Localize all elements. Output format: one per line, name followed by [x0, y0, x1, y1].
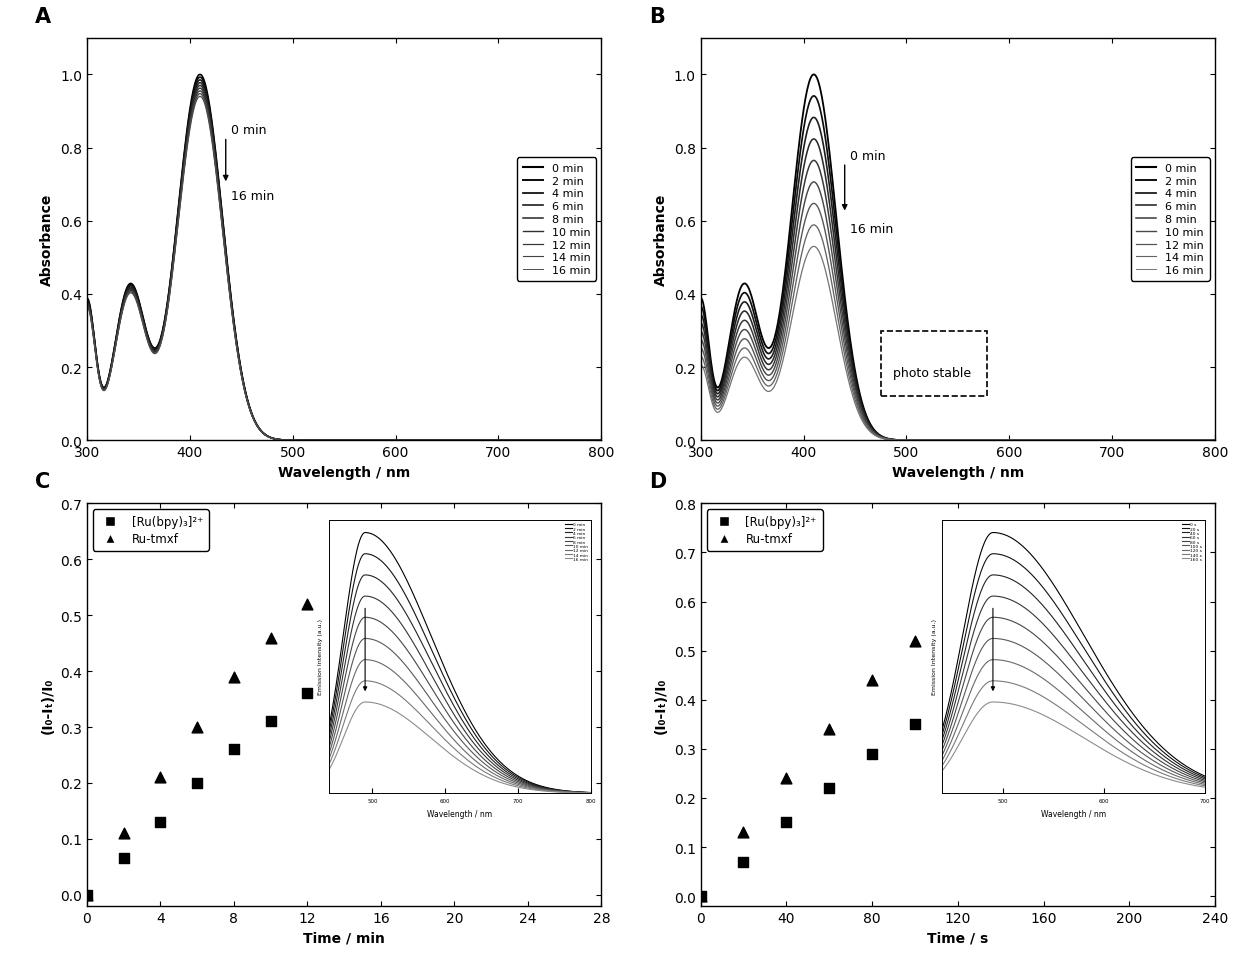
Point [224, 742, 244, 758]
Point [820, 781, 839, 797]
Point [905, 717, 925, 733]
Point [776, 770, 796, 786]
Point [862, 746, 882, 762]
Text: 16 min: 16 min [231, 190, 274, 203]
Point [947, 604, 967, 619]
Point [150, 769, 170, 785]
Point [1034, 546, 1054, 561]
Text: 0 min: 0 min [849, 149, 885, 163]
Point [260, 630, 280, 645]
Text: photo stable: photo stable [893, 367, 971, 380]
Y-axis label: Absorbance: Absorbance [41, 194, 55, 286]
Point [150, 815, 170, 830]
Legend: [Ru(bpy)₃]²⁺, Ru-tmxf: [Ru(bpy)₃]²⁺, Ru-tmxf [93, 510, 208, 551]
Point [187, 775, 207, 791]
Point [734, 825, 754, 840]
Point [77, 887, 97, 902]
Point [691, 889, 711, 904]
Text: D: D [649, 472, 666, 492]
Point [298, 686, 317, 702]
Bar [880, 331, 987, 397]
Point [991, 570, 1011, 585]
Point [947, 687, 967, 703]
Text: C: C [36, 472, 51, 492]
Text: 0 min: 0 min [231, 124, 267, 137]
Legend: 0 min, 2 min, 4 min, 6 min, 8 min, 10 min, 12 min, 14 min, 16 min: 0 min, 2 min, 4 min, 6 min, 8 min, 10 mi… [517, 158, 596, 281]
Point [691, 889, 711, 904]
Point [224, 670, 244, 685]
Point [820, 722, 839, 737]
Point [114, 851, 134, 866]
Point [776, 815, 796, 830]
X-axis label: Time / min: Time / min [303, 930, 386, 945]
Text: A: A [36, 7, 52, 27]
Point [1034, 634, 1054, 649]
X-axis label: Wavelength / nm: Wavelength / nm [892, 465, 1024, 480]
Point [260, 714, 280, 730]
Point [905, 634, 925, 649]
Point [187, 720, 207, 735]
X-axis label: Time / s: Time / s [928, 930, 988, 945]
Legend: 0 min, 2 min, 4 min, 6 min, 8 min, 10 min, 12 min, 14 min, 16 min: 0 min, 2 min, 4 min, 6 min, 8 min, 10 mi… [1131, 158, 1210, 281]
Y-axis label: Absorbance: Absorbance [655, 194, 668, 286]
Point [298, 597, 317, 612]
Text: B: B [649, 7, 665, 27]
Point [77, 887, 97, 902]
Point [862, 672, 882, 688]
Legend: [Ru(bpy)₃]²⁺, Ru-tmxf: [Ru(bpy)₃]²⁺, Ru-tmxf [707, 510, 822, 551]
Point [114, 826, 134, 841]
Point [371, 530, 391, 546]
Point [371, 630, 391, 645]
Point [991, 658, 1011, 673]
Point [334, 563, 353, 578]
Text: 16 min: 16 min [849, 223, 893, 235]
Y-axis label: (I₀-Iₜ)/I₀: (I₀-Iₜ)/I₀ [655, 676, 668, 734]
Y-axis label: (I₀-Iₜ)/I₀: (I₀-Iₜ)/I₀ [41, 676, 55, 734]
Point [734, 854, 754, 869]
X-axis label: Wavelength / nm: Wavelength / nm [278, 465, 410, 480]
Point [334, 658, 353, 673]
